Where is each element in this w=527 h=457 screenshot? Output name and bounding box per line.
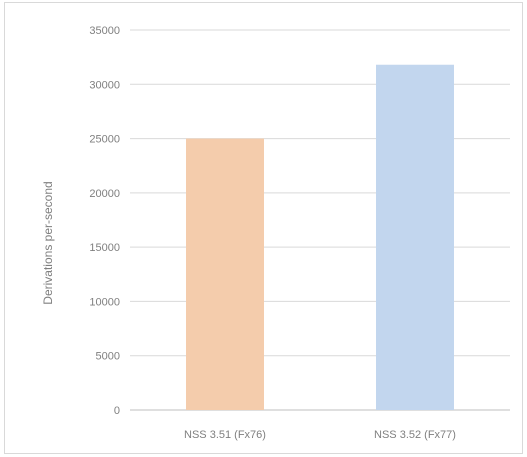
bar-1 bbox=[186, 138, 264, 411]
x-axis-tick-labels: NSS 3.51 (Fx76) NSS 3.52 (Fx77) bbox=[184, 429, 456, 441]
y-tick-label: 5000 bbox=[96, 351, 120, 363]
x-tick-label: NSS 3.51 (Fx76) bbox=[184, 429, 266, 441]
y-tick-label: 25000 bbox=[89, 134, 120, 146]
y-tick-label: 10000 bbox=[89, 296, 120, 308]
y-tick-label: 30000 bbox=[89, 79, 120, 91]
y-axis-tick-labels: 0 5000 10000 15000 20000 25000 30000 35000 bbox=[89, 25, 120, 417]
bar-2 bbox=[376, 64, 454, 410]
y-axis-title: Derivations per-second bbox=[41, 181, 55, 304]
x-tick-label: NSS 3.52 (Fx77) bbox=[374, 429, 456, 441]
y-tick-label: 20000 bbox=[89, 188, 120, 200]
y-tick-label: 0 bbox=[114, 405, 120, 417]
bars bbox=[186, 64, 454, 411]
y-tick-label: 35000 bbox=[89, 25, 120, 37]
y-tick-label: 15000 bbox=[89, 242, 120, 254]
